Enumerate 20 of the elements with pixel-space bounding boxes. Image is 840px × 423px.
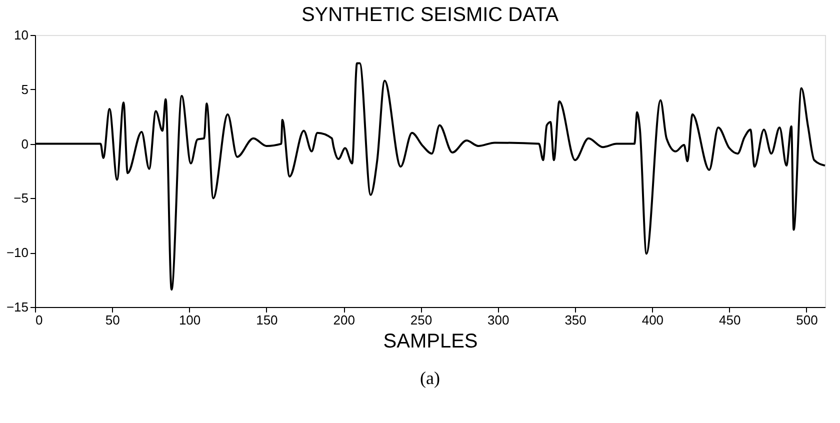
x-tick-label: 250 (410, 312, 432, 328)
x-tick-label: 350 (564, 312, 586, 328)
x-tick-label: 300 (488, 312, 510, 328)
x-tick-label: 100 (178, 312, 201, 328)
x-tick-label: 500 (796, 312, 818, 328)
y-tick-label: −10 (6, 245, 28, 260)
x-tick-label: 450 (718, 312, 741, 328)
x-axis-title: SAMPLES (383, 330, 478, 352)
x-tick-label: 200 (333, 312, 355, 328)
text: (a) (420, 368, 440, 388)
x-tick-label: 150 (256, 312, 278, 328)
chart-title: SYNTHETIC SEISMIC DATA (301, 4, 560, 26)
y-tick-label: −5 (14, 190, 28, 206)
y-tick-label: −15 (6, 300, 28, 314)
y-tick-label: 5 (21, 82, 28, 97)
x-tick-label: 0 (36, 312, 43, 328)
x-tick-label: 50 (105, 312, 120, 328)
y-tick-label: 10 (14, 28, 28, 42)
x-tick-label: 400 (642, 312, 664, 328)
y-tick-label: 0 (21, 136, 28, 152)
